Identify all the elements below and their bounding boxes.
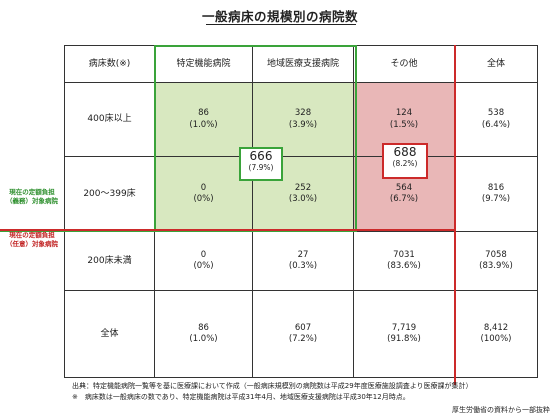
table-cell: 86 (1.0%): [154, 82, 253, 157]
cell-percent: (9.7%): [481, 194, 511, 204]
title-underline: [206, 24, 356, 25]
cell-count: 7031: [393, 249, 415, 260]
source-credit: 厚生労働省の資料から一部抜粋: [452, 406, 550, 414]
cell-count: 8,412: [483, 322, 509, 333]
cell-percent: (0%): [193, 261, 214, 271]
cell-count: 564: [395, 182, 413, 193]
table-header-row: 病床数(※) 特定機能病院 地域医療支援病院 その他 全体: [64, 45, 538, 83]
green-total-callout: 666 (7.9%): [239, 147, 283, 181]
side-label-line: 現在の定額負担: [9, 231, 55, 239]
header-total: 全体: [454, 45, 538, 83]
cell-count: 0: [200, 182, 207, 193]
row-label: 400床以上: [64, 82, 155, 157]
footnote-note: ※ 病床数は一般病床の数であり、特定機能病院は平成31年4月、地域医療支援病院は…: [72, 393, 410, 401]
cell-percent: (83.9%): [479, 261, 513, 271]
cell-percent: (6.4%): [481, 119, 511, 130]
hospital-count-table: 病床数(※) 特定機能病院 地域医療支援病院 その他 全体 400床以上 86 …: [64, 45, 538, 378]
page-title: 一般病床の規模別の病院数: [201, 9, 358, 24]
cell-count: 538: [487, 108, 505, 119]
cell-percent: (1.0%): [189, 334, 218, 344]
row-label: 200床未満: [64, 231, 155, 291]
mandatory-target-label: 現在の定額負担 （義務）対象病院: [0, 188, 64, 206]
table-cell: 27 (0.3%): [252, 231, 354, 291]
side-label-line: （任意）対象病院: [6, 239, 58, 248]
cell-percent: (1.0%): [189, 119, 218, 130]
cell-percent: (3.9%): [288, 119, 318, 130]
cell-count: 252: [294, 182, 312, 193]
cell-percent: (91.8%): [387, 334, 421, 344]
table-cell: 607 (7.2%): [252, 290, 354, 378]
table-cell: 7058 (83.9%): [454, 231, 538, 291]
table-cell: 328 (3.9%): [252, 82, 354, 157]
row-label: 200～399床: [64, 156, 155, 232]
table-cell: 0 (0%): [154, 156, 253, 232]
cell-percent: (100%): [480, 334, 512, 344]
callout-count: 688: [393, 145, 417, 159]
cell-percent: (0.3%): [288, 261, 318, 271]
side-label-line: （義務）対象病院: [6, 196, 58, 205]
header-bed-count: 病床数(※): [64, 45, 155, 83]
table-cell: 8,412 (100%): [454, 290, 538, 378]
table-cell: 7031 (83.6%): [353, 231, 455, 291]
callout-percent: (7.9%): [248, 163, 274, 173]
header-regional-support: 地域医療支援病院: [252, 45, 354, 83]
table-row: 200床未満 0 (0%) 27 (0.3%) 7031 (83.6%) 705…: [64, 231, 538, 291]
cell-count: 124: [395, 108, 413, 119]
cell-count: 7,719: [391, 322, 417, 333]
cell-percent: (0%): [193, 194, 214, 204]
cell-percent: (3.0%): [288, 194, 318, 204]
cell-percent: (6.7%): [389, 194, 419, 204]
table-row: 全体 86 (1.0%) 607 (7.2%) 7,719 (91.8%) 8,…: [64, 290, 538, 378]
red-total-callout: 688 (8.2%): [382, 143, 428, 179]
table-cell: 0 (0%): [154, 231, 253, 291]
optional-target-label: 現在の定額負担 （任意）対象病院: [0, 231, 64, 249]
cell-count: 0: [200, 249, 207, 260]
table-row: 400床以上 86 (1.0%) 328 (3.9%) 124 (1.5%) 5…: [64, 82, 538, 157]
table-row: 200～399床 0 (0%) 252 (3.0%) 564 (6.7%) 81…: [64, 156, 538, 232]
cell-count: 816: [487, 182, 505, 193]
cell-percent: (7.2%): [288, 334, 318, 344]
cell-count: 86: [198, 322, 209, 333]
cell-percent: (1.5%): [389, 119, 419, 130]
cell-percent: (83.6%): [387, 261, 421, 271]
header-other: その他: [353, 45, 455, 83]
header-special-function: 特定機能病院: [154, 45, 253, 83]
table-cell: 86 (1.0%): [154, 290, 253, 378]
cell-count: 27: [297, 249, 309, 260]
table-cell: 538 (6.4%): [454, 82, 538, 157]
cell-count: 7058: [485, 249, 507, 260]
callout-percent: (8.2%): [392, 159, 418, 169]
table-cell: 816 (9.7%): [454, 156, 538, 232]
cell-count: 328: [294, 108, 312, 119]
side-label-line: 現在の定額負担: [9, 188, 55, 196]
table-cell: 7,719 (91.8%): [353, 290, 455, 378]
footnote-source: 出典：特定機能病院一覧等を基に医療課において作成（一般病床規模別の病院数は平成2…: [72, 382, 473, 390]
hospital-table-container: 病床数(※) 特定機能病院 地域医療支援病院 その他 全体 400床以上 86 …: [64, 45, 538, 378]
cell-count: 607: [294, 322, 312, 333]
row-label: 全体: [64, 290, 155, 378]
cell-count: 86: [198, 108, 209, 119]
callout-count: 666: [249, 149, 273, 163]
